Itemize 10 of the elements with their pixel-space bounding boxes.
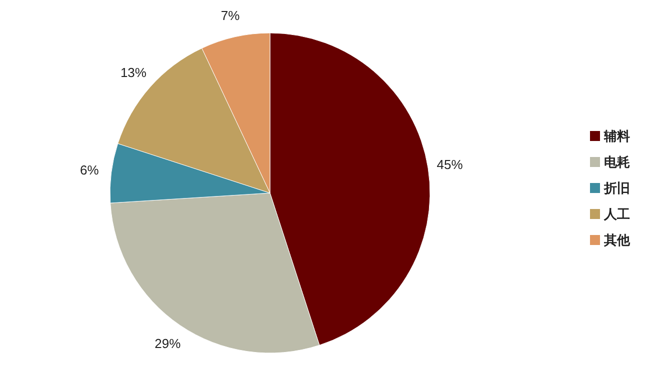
legend-label: 其他	[603, 232, 631, 248]
legend-label: 辅料	[603, 128, 630, 144]
data-label: 29%	[154, 336, 182, 352]
legend-label: 电耗	[604, 154, 630, 170]
legend-label: 折旧	[603, 180, 630, 196]
data-label: 45%	[436, 157, 464, 172]
data-label: 13%	[120, 65, 147, 80]
data-label: 6%	[80, 162, 100, 178]
data-label: 7%	[220, 8, 240, 23]
legend-label: 人工	[603, 206, 630, 222]
